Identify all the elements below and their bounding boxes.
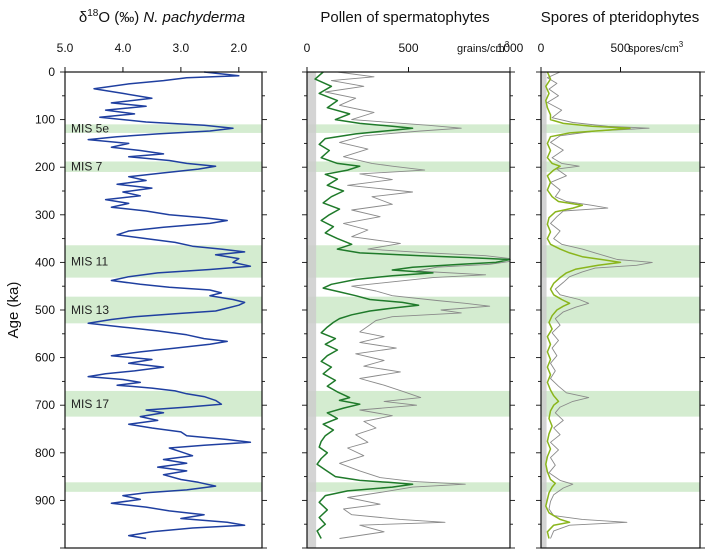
y-tick-label-0: 0 <box>48 65 55 79</box>
series-line-panel-2-1 <box>545 71 631 539</box>
x-tick-label-panel-2-0: 0 <box>538 41 545 55</box>
mis-bands <box>65 124 700 492</box>
mis-band-0-panel-0 <box>65 124 262 133</box>
y-tick-label-1: 100 <box>35 113 55 127</box>
unit-exponent-panel-2: 3 <box>679 40 684 49</box>
series-lines <box>87 71 653 540</box>
title-species: N. pachyderma <box>143 9 245 26</box>
y-tick-label-6: 600 <box>35 351 55 365</box>
gray-fill-layer <box>307 72 547 548</box>
x-tick-label-panel-2-1: 500 <box>610 41 630 55</box>
y-axis-label: Age (ka) <box>5 282 22 339</box>
y-tick-label-2: 200 <box>35 160 55 174</box>
y-tick-label-3: 300 <box>35 208 55 222</box>
y-tick-label-8: 800 <box>35 446 55 460</box>
panel-title-d18o: δ18O (‰) N. pachyderma <box>79 8 245 26</box>
series-line-panel-1-0 <box>324 71 511 539</box>
series-line-panel-0-0 <box>87 71 252 540</box>
x-tick-label-panel-1-0: 0 <box>304 41 311 55</box>
title-o-permil: O (‰) <box>98 9 143 26</box>
mis-band-1-panel-0 <box>65 161 262 172</box>
title-superscript-18: 18 <box>87 8 99 19</box>
series-line-panel-2-0 <box>546 71 653 539</box>
x-tick-label-panel-0-1: 4.0 <box>115 41 132 55</box>
mis-band-3-panel-0 <box>65 296 262 324</box>
unit-label-panel-2: spores/cm3 <box>628 40 684 55</box>
mis-band-4-panel-2 <box>541 390 700 417</box>
mis-band-4-panel-1 <box>307 390 510 417</box>
mis-band-5-panel-2 <box>541 482 700 492</box>
mis-band-1-panel-1 <box>307 161 510 172</box>
title-delta: δ <box>79 9 87 26</box>
y-tick-label-5: 500 <box>35 303 55 317</box>
labels: MIS 5e MIS 7 MIS 11 MIS 13 MIS 17 5.0 4.0 3.0 2.… <box>5 8 699 507</box>
y-tick-label-7: 700 <box>35 398 55 412</box>
x-tick-label-panel-1-1: 500 <box>398 41 418 55</box>
series-line-panel-1-1 <box>314 71 511 539</box>
mis-band-label-1: MIS 7 <box>71 160 103 174</box>
x-tick-label-panel-0-3: 2.0 <box>230 41 247 55</box>
y-tick-label-9: 900 <box>35 493 55 507</box>
unit-exponent-panel-1: 3 <box>505 40 510 49</box>
y-tick-label-4: 400 <box>35 255 55 269</box>
x-tick-label-panel-1-2: 1000 <box>497 41 524 55</box>
x-tick-label-panel-0-0: 5.0 <box>57 41 74 55</box>
mis-band-2-panel-1 <box>307 245 510 278</box>
panel-title-pollen: Pollen of spermatophytes <box>320 9 489 26</box>
mis-band-1-panel-2 <box>541 161 700 172</box>
near-zero-fill-panel-2 <box>541 72 547 548</box>
mis-band-label-0: MIS 5e <box>71 122 109 136</box>
axes <box>60 67 705 549</box>
near-zero-fill-panel-1 <box>307 72 317 548</box>
mis-band-5-panel-1 <box>307 482 510 492</box>
mis-band-label-3: MIS 13 <box>71 303 109 317</box>
mis-band-label-4: MIS 17 <box>71 397 109 411</box>
mis-band-5-panel-0 <box>65 482 262 492</box>
unit-label-panel-1: grains/cm3 <box>457 40 510 55</box>
mis-band-2-panel-2 <box>541 245 700 278</box>
mis-band-label-2: MIS 11 <box>71 254 108 268</box>
unit-text-panel-2: spores/cm <box>628 43 679 55</box>
unit-text-panel-1: grains/cm <box>457 43 505 55</box>
panel-title-spores: Spores of pteridophytes <box>541 9 699 26</box>
x-tick-label-panel-0-2: 3.0 <box>173 41 190 55</box>
